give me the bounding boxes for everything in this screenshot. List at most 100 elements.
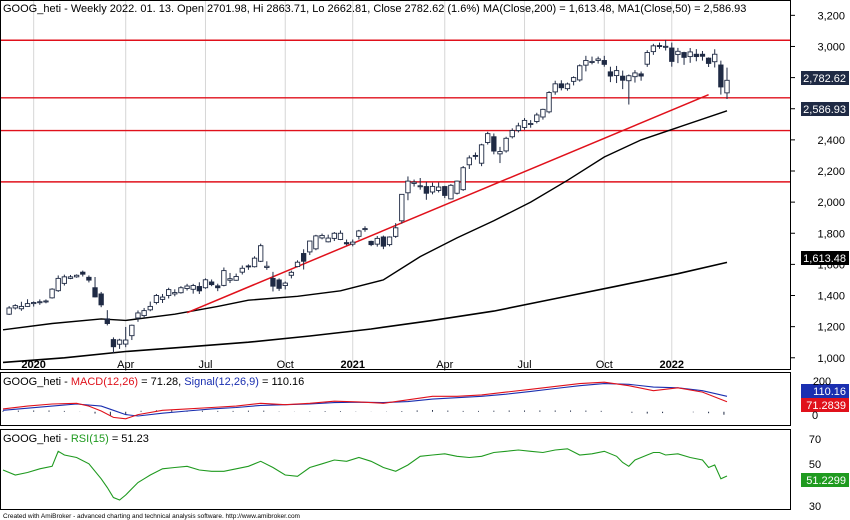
candle bbox=[98, 291, 104, 308]
candle bbox=[485, 131, 491, 145]
candle bbox=[620, 70, 626, 90]
macd-title-prefix: GOOG_heti - bbox=[3, 376, 71, 388]
candle-body bbox=[227, 278, 233, 281]
candle bbox=[423, 181, 430, 200]
candle-body bbox=[172, 292, 178, 295]
candle-body bbox=[380, 236, 387, 247]
time-label: Jul bbox=[198, 359, 212, 371]
candle bbox=[687, 48, 693, 63]
candle-body bbox=[184, 285, 190, 289]
macd-label: MACD(12,26) bbox=[71, 376, 138, 388]
candle-body bbox=[724, 79, 730, 94]
candle-body bbox=[24, 303, 31, 307]
candle bbox=[270, 271, 276, 292]
candle-body bbox=[675, 50, 681, 56]
candle-body bbox=[693, 53, 699, 58]
rsi-group bbox=[2, 448, 728, 501]
candle bbox=[705, 57, 712, 68]
candle bbox=[497, 146, 503, 164]
candle-body bbox=[80, 271, 86, 275]
candle-body bbox=[638, 73, 644, 77]
candle bbox=[632, 70, 638, 83]
candle-body bbox=[423, 186, 430, 194]
ma200-badge-bg bbox=[801, 251, 849, 265]
candle-body bbox=[705, 57, 712, 64]
candle bbox=[325, 234, 331, 243]
candle-body bbox=[141, 310, 147, 317]
candle-body bbox=[6, 307, 12, 315]
candle bbox=[49, 288, 55, 299]
candle bbox=[153, 293, 160, 305]
time-label: 2022 bbox=[660, 359, 684, 371]
ma200-group bbox=[2, 261, 728, 364]
signal-badge: 110.16 bbox=[801, 384, 849, 398]
candle-body bbox=[509, 130, 515, 138]
candle bbox=[417, 177, 423, 190]
ma50-badge-bg bbox=[801, 102, 849, 116]
candle bbox=[141, 307, 147, 318]
candle bbox=[718, 60, 724, 95]
candle-body bbox=[583, 60, 589, 66]
candle-body bbox=[503, 137, 509, 152]
candle-body bbox=[86, 276, 92, 281]
price-tick-label: 2,400 bbox=[817, 135, 845, 147]
candle-body bbox=[429, 185, 436, 193]
candle-body bbox=[699, 53, 706, 57]
candle-body bbox=[491, 136, 497, 152]
candle bbox=[337, 230, 344, 241]
candle bbox=[429, 182, 436, 195]
candle-body bbox=[374, 237, 380, 245]
resistance-lines bbox=[1, 39, 790, 183]
macd-title: GOOG_heti - MACD(12,26) = 71.28, Signal(… bbox=[3, 376, 304, 388]
candle bbox=[202, 278, 209, 289]
candle-body bbox=[552, 83, 558, 93]
rsi-badge-bg bbox=[801, 473, 849, 487]
candle-body bbox=[356, 230, 362, 237]
candle-body bbox=[325, 237, 331, 243]
candle bbox=[613, 65, 620, 84]
candle-body bbox=[147, 305, 153, 311]
price-tick-label: 1,400 bbox=[817, 291, 845, 303]
candle bbox=[558, 80, 564, 91]
candle bbox=[178, 286, 184, 294]
candle-body bbox=[718, 64, 724, 88]
candle-body bbox=[620, 75, 626, 81]
rsi-tick-70: 70 bbox=[809, 434, 821, 446]
price-panel-frame bbox=[0, 0, 791, 370]
candle bbox=[472, 152, 479, 160]
candle-body bbox=[270, 277, 276, 287]
candle-body bbox=[313, 235, 319, 250]
candle bbox=[509, 128, 515, 139]
candle bbox=[104, 310, 110, 326]
candle-body bbox=[73, 274, 80, 278]
rsi-badge-text: 51.2299 bbox=[806, 475, 846, 487]
candle bbox=[454, 180, 460, 195]
candle-body bbox=[521, 119, 528, 128]
candle bbox=[589, 56, 595, 65]
price-tick-label: 1,800 bbox=[817, 228, 845, 240]
candle bbox=[307, 240, 313, 256]
candle-body bbox=[662, 45, 669, 48]
trend-group bbox=[186, 94, 709, 314]
candle bbox=[564, 82, 571, 91]
candle-body bbox=[497, 151, 503, 155]
candle bbox=[712, 49, 718, 68]
macd-badge-bg bbox=[801, 398, 849, 412]
candle bbox=[675, 47, 681, 64]
candle-body bbox=[92, 287, 98, 298]
rsi-label: RSI(15) bbox=[71, 433, 109, 445]
candle bbox=[442, 185, 448, 199]
rsi-tick-30: 30 bbox=[809, 501, 821, 513]
grid bbox=[33, 1, 673, 369]
candle bbox=[135, 310, 141, 322]
candle bbox=[264, 261, 270, 270]
candle bbox=[386, 236, 393, 247]
candle-body bbox=[319, 234, 325, 239]
time-label: 2021 bbox=[340, 359, 364, 371]
ma200-line bbox=[2, 261, 728, 364]
signal-badge-text: 110.16 bbox=[813, 386, 846, 398]
candle bbox=[251, 256, 258, 268]
time-label: Apr bbox=[117, 359, 134, 371]
candle-body bbox=[343, 242, 350, 245]
